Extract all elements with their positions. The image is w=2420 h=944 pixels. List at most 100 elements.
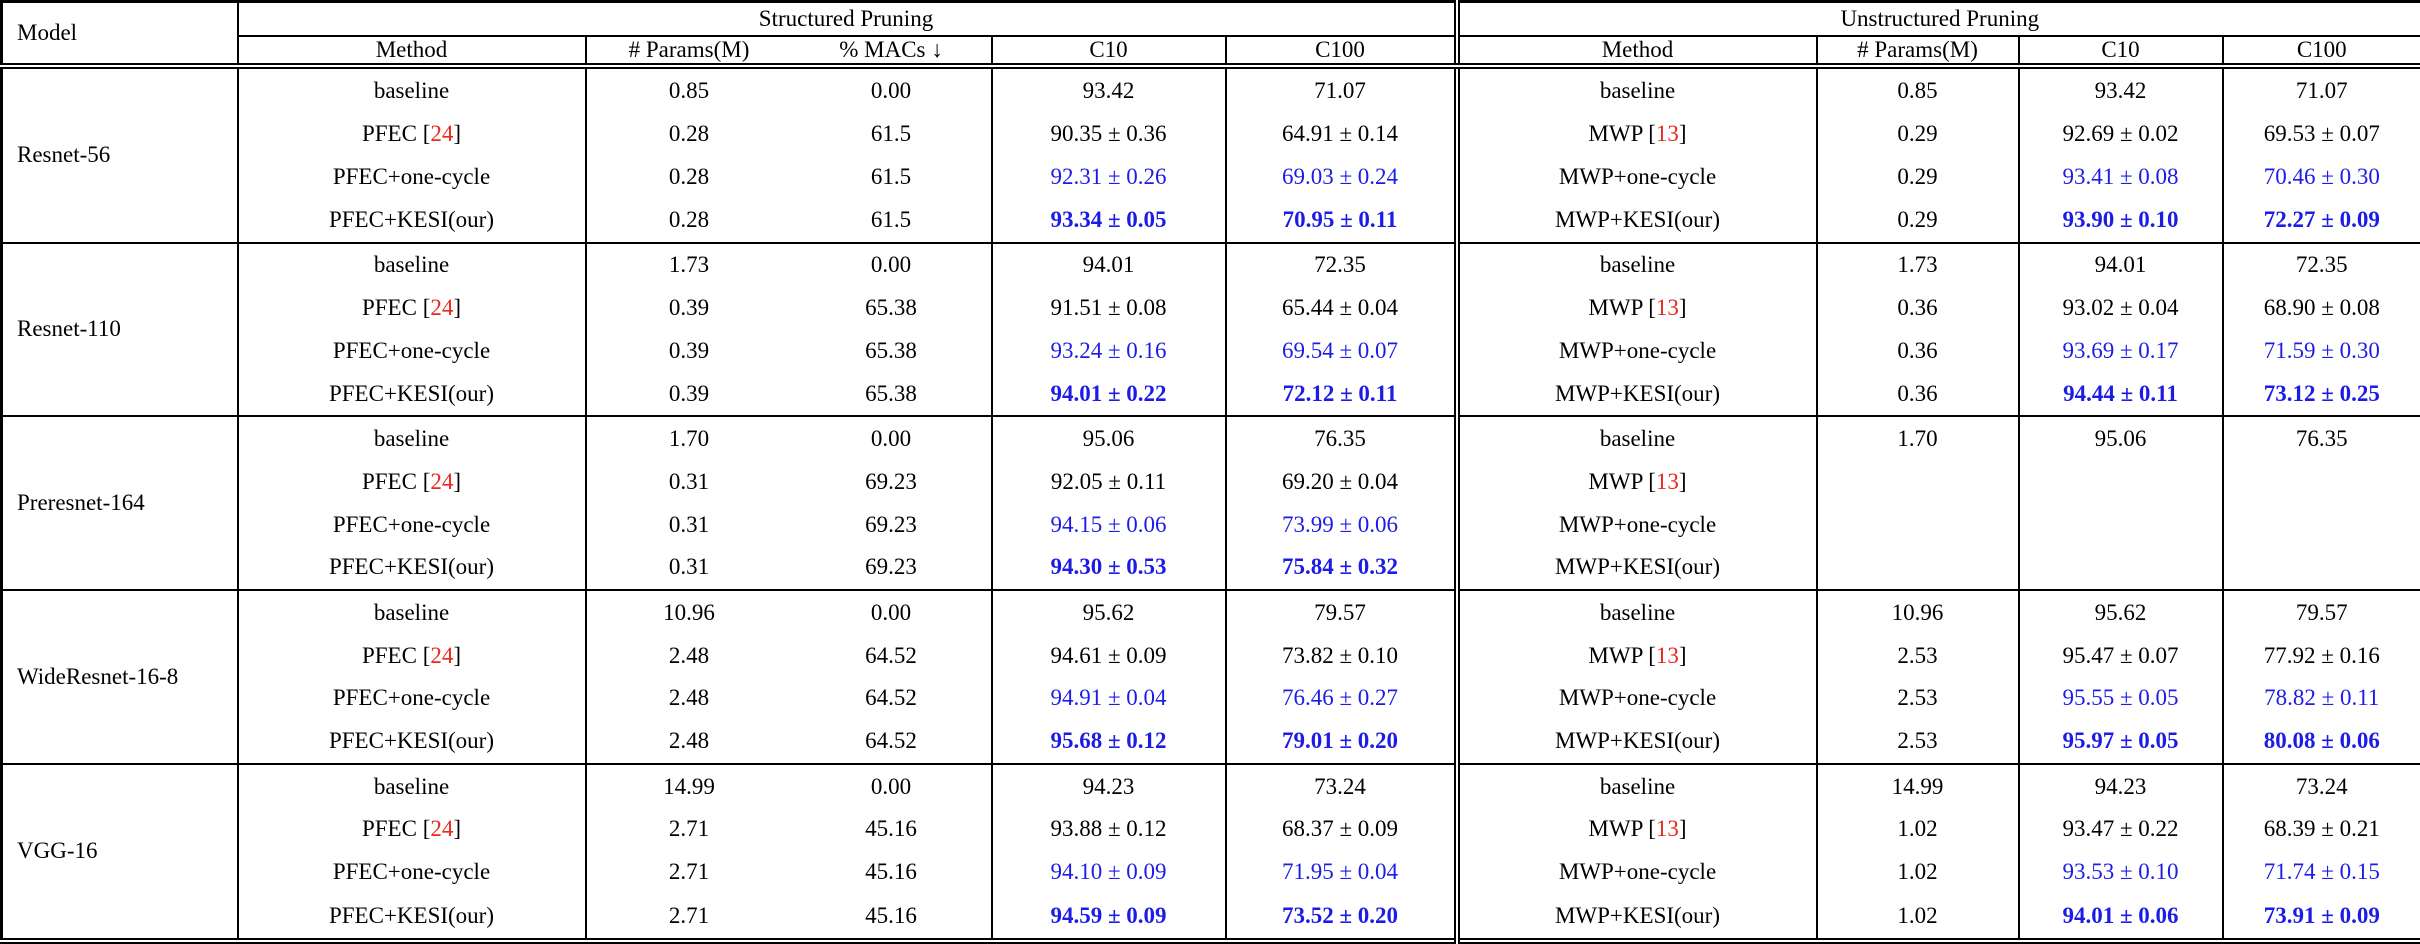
c10-cell-structured: 90.35 ± 0.36	[990, 113, 1226, 156]
citation-ref: 24	[430, 121, 454, 147]
c100-cell-unstructured: 76.35	[2221, 415, 2420, 461]
table-row: PFEC [24] 0.31 69.23 92.05 ± 0.11 69.20 ± 0.…	[2, 460, 2420, 504]
c100-cell-structured: 70.95 ± 0.11	[1224, 198, 1457, 243]
params-cell-structured: 0.31	[584, 545, 792, 591]
c10-cell-structured: 94.23	[990, 762, 1226, 809]
table-row: PFEC+one-cycle 0.39 65.38 93.24 ± 0.16 69.54…	[2, 329, 2420, 373]
c100-cell-unstructured	[2221, 460, 2420, 504]
method-cell-unstructured: baseline	[1453, 762, 1817, 809]
table-row: PFEC [24] 2.48 64.52 94.61 ± 0.09 73.82 ± 0.…	[2, 634, 2420, 677]
c100-cell-structured: 76.35	[1224, 415, 1457, 461]
method-cell-unstructured: MWP+one-cycle	[1453, 155, 1817, 199]
params-cell-unstructured: 0.36	[1815, 329, 2019, 373]
c100-cell-structured: 69.54 ± 0.07	[1224, 329, 1457, 373]
macs-cell: 0.00	[791, 64, 992, 114]
c100-cell-structured: 79.57	[1224, 589, 1457, 635]
params-cell-structured: 0.31	[584, 503, 792, 546]
params-cell-structured: 10.96	[584, 589, 792, 635]
params-cell-unstructured	[1815, 503, 2019, 546]
params-cell-structured: 2.71	[584, 893, 792, 941]
params-cell-structured: 0.28	[584, 198, 792, 243]
params-cell-unstructured: 0.29	[1815, 155, 2019, 199]
method-cell-unstructured: MWP [13]	[1453, 286, 1817, 330]
c100-cell-unstructured: 79.57	[2221, 589, 2420, 635]
method-cell-unstructured: MWP+KESI(our)	[1453, 893, 1817, 941]
method-cell-unstructured: MWP [13]	[1453, 460, 1817, 504]
c10-cell-unstructured: 95.62	[2017, 589, 2223, 635]
c100-cell-structured: 79.01 ± 0.20	[1224, 719, 1457, 764]
model-name: Resnet-56	[1, 64, 238, 243]
c10-cell-structured: 93.42	[990, 64, 1226, 114]
method-cell-structured: PFEC+one-cycle	[236, 850, 586, 894]
method-cell-structured: PFEC+KESI(our)	[236, 372, 586, 417]
section-header-structured: Structured Pruning	[236, 1, 1457, 37]
c100-cell-structured: 73.82 ± 0.10	[1224, 634, 1457, 677]
c100-cell-unstructured: 71.59 ± 0.30	[2221, 329, 2420, 373]
params-cell-structured: 2.71	[584, 808, 792, 851]
params-cell-structured: 1.73	[584, 241, 792, 287]
model-name: VGG-16	[1, 762, 238, 941]
c10-cell-unstructured: 94.01 ± 0.06	[2017, 893, 2223, 941]
citation-ref: 13	[1655, 642, 1679, 668]
citation-ref: 13	[1655, 816, 1679, 842]
c10-cell-structured: 92.05 ± 0.11	[990, 460, 1226, 504]
method-cell-structured: PFEC+KESI(our)	[236, 545, 586, 591]
params-cell-unstructured: 0.36	[1815, 286, 2019, 330]
method-cell-structured: baseline	[236, 64, 586, 114]
params-cell-unstructured: 2.53	[1815, 719, 2019, 764]
params-cell-unstructured: 10.96	[1815, 589, 2019, 635]
method-cell-structured: PFEC [24]	[236, 808, 586, 851]
c100-cell-structured: 68.37 ± 0.09	[1224, 808, 1457, 851]
method-cell-structured: PFEC+KESI(our)	[236, 198, 586, 243]
macs-cell: 0.00	[791, 589, 992, 635]
params-cell-structured: 0.28	[584, 155, 792, 199]
macs-cell: 45.16	[865, 859, 917, 885]
method-cell-structured: PFEC+one-cycle	[236, 677, 586, 720]
macs-cell: 0.00	[791, 762, 992, 809]
params-cell-structured: 2.48	[584, 634, 792, 677]
citation-ref: 24	[430, 642, 454, 668]
c10-cell-unstructured: 94.23	[2017, 762, 2223, 809]
macs-cell: 61.5	[870, 163, 912, 189]
params-cell-unstructured	[1815, 460, 2019, 504]
c10-cell-structured: 93.34 ± 0.05	[990, 198, 1226, 243]
table-row: PFEC+one-cycle 0.31 69.23 94.15 ± 0.06 73.99…	[2, 503, 2420, 546]
c10-cell-structured: 94.59 ± 0.09	[990, 893, 1226, 941]
params-cell-structured: 0.39	[584, 372, 792, 417]
method-cell-structured: PFEC+KESI(our)	[236, 719, 586, 764]
macs-cell: 65.38	[865, 337, 917, 363]
macs-cell: 69.23	[865, 468, 917, 494]
column-header-model: Model	[1, 1, 238, 69]
params-cell-structured: 2.48	[584, 719, 792, 764]
c100-cell-structured: 72.35	[1224, 241, 1457, 287]
c100-cell-unstructured: 73.24	[2221, 762, 2420, 809]
params-cell-structured: 0.85	[584, 64, 792, 114]
macs-cell: 65.38	[865, 295, 917, 321]
params-cell-unstructured: 1.73	[1815, 241, 2019, 287]
c10-cell-unstructured	[2017, 545, 2223, 591]
c10-cell-unstructured: 93.90 ± 0.10	[2017, 198, 2223, 243]
params-cell-structured: 0.39	[584, 329, 792, 373]
method-cell-structured: baseline	[236, 415, 586, 461]
table-row: VGG-16 baseline 14.99 0.00 94.23 73.24 baselin…	[1, 762, 2420, 941]
params-cell-unstructured: 1.02	[1815, 893, 2019, 941]
c100-cell-unstructured: 71.74 ± 0.15	[2221, 850, 2420, 894]
params-cell-structured: 2.48	[584, 677, 792, 720]
table-row: PFEC+KESI(our) 0.28 61.5 93.34 ± 0.05 70.95 …	[2, 198, 2420, 243]
column-header-c10-unstructured: C10	[2017, 35, 2223, 69]
params-cell-unstructured: 14.99	[1815, 762, 2019, 809]
method-cell-unstructured: baseline	[1453, 241, 1817, 287]
macs-cell: 0.00	[791, 415, 992, 461]
c100-cell-unstructured: 70.46 ± 0.30	[2221, 155, 2420, 199]
citation-ref: 13	[1655, 295, 1679, 321]
params-cell-unstructured	[1815, 545, 2019, 591]
c10-cell-unstructured: 95.97 ± 0.05	[2017, 719, 2223, 764]
c10-cell-unstructured: 93.69 ± 0.17	[2017, 329, 2223, 373]
method-cell-unstructured: MWP [13]	[1453, 113, 1817, 156]
method-cell-structured: PFEC+KESI(our)	[236, 893, 586, 941]
c100-cell-unstructured: 80.08 ± 0.06	[2221, 719, 2420, 764]
c10-cell-structured: 94.91 ± 0.04	[990, 677, 1226, 720]
c100-cell-unstructured: 71.07	[2221, 64, 2420, 114]
c100-cell-structured: 71.07	[1224, 64, 1457, 114]
